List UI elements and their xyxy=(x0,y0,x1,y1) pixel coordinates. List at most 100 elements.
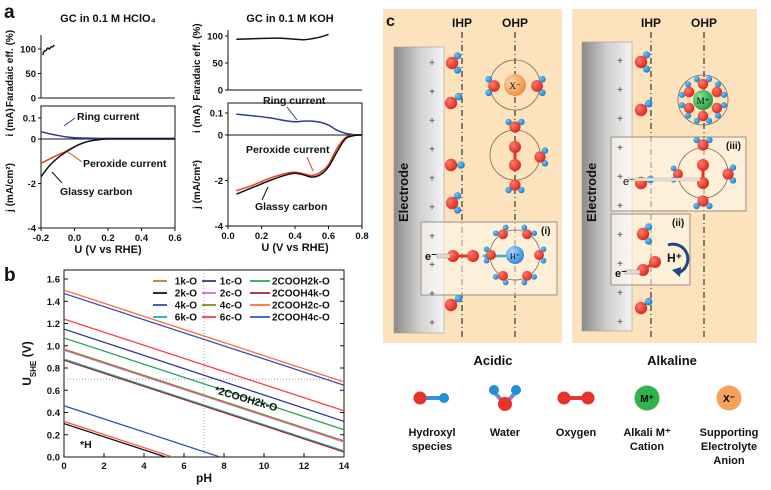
x-tick-label: 0.4 xyxy=(288,231,302,242)
oxygen-atom xyxy=(722,168,734,180)
fe-axis-label: Faradaic eff. (%) xyxy=(5,30,16,107)
oxygen-atom xyxy=(683,102,695,114)
glassy-carbon-line xyxy=(40,138,175,178)
y-tick-label: 1.6 xyxy=(47,275,60,286)
oxygen-atom xyxy=(444,158,458,172)
ring-current-line xyxy=(40,130,175,140)
plus-sign: + xyxy=(617,114,623,125)
chart-b-pourbaix: 0.0 0.2 0.4 0.6 0.8 1.0 1.2 1.4 1.6 0 2 4 6 8 10 12 14 US… xyxy=(20,269,350,485)
x-axis-label: pH xyxy=(196,471,212,485)
oxygen-atom xyxy=(467,250,479,262)
x-tick-label: 0.4 xyxy=(135,233,149,244)
plus-sign: + xyxy=(617,230,623,241)
chart-a-right-title: GC in 0.1 M KOH xyxy=(246,13,333,25)
oxygen-atom xyxy=(498,397,512,411)
faradaic-efficiency-line xyxy=(41,44,55,56)
hydrogen-atom xyxy=(685,112,692,119)
oxygen-atom xyxy=(509,121,521,133)
legend-text: Electrolyte xyxy=(701,441,757,453)
water-molecule xyxy=(492,270,509,286)
water-molecule xyxy=(678,102,695,119)
legend-text: species xyxy=(412,441,452,453)
hydrogen-atom xyxy=(502,279,509,286)
plus-sign: + xyxy=(617,288,623,299)
annotations-a-right: Ring current Peroxide current Glassy car… xyxy=(246,95,330,213)
disk-axis-label: j (mA/cm²) xyxy=(5,163,16,213)
hydrogen-atom xyxy=(729,164,737,171)
plus-sign: + xyxy=(429,116,435,127)
oxygen-atom xyxy=(444,298,458,312)
water-molecule xyxy=(505,118,525,133)
hydrogen-atom xyxy=(502,224,509,231)
box-ii-label: (ii) xyxy=(672,218,684,229)
cation-symbol: M⁺ xyxy=(697,96,710,106)
hydrogen-atom xyxy=(531,230,538,237)
hydrogen-atom xyxy=(454,92,463,101)
disk-tick-label: -4 xyxy=(215,222,224,233)
hydrogen-atom xyxy=(492,273,499,280)
ring-axis-label: i (mA) xyxy=(192,105,203,133)
plus-sign: + xyxy=(617,143,623,154)
legend-label-1k-O: 1k-O xyxy=(175,277,197,288)
water-molecule xyxy=(678,81,695,98)
peroxide-current-line xyxy=(236,134,363,192)
molecules: + + + + + + + + + + + + + + + + + + + + X⁻ H⁺ M⁺ xyxy=(429,51,737,329)
plus-sign: + xyxy=(429,174,435,185)
legend-text: Anion xyxy=(713,455,744,467)
y-tick-label: 0.6 xyxy=(47,386,60,397)
water-icon xyxy=(489,385,521,411)
series-lines xyxy=(64,289,344,457)
water-molecule xyxy=(636,223,653,245)
legend-text: Hydroxyl xyxy=(408,427,455,439)
oxygen-atom xyxy=(444,96,458,110)
plus-sign: + xyxy=(429,87,435,98)
hydrogen-atom xyxy=(720,102,728,109)
y-tick-label: 1.2 xyxy=(47,319,60,330)
box-i-label: (i) xyxy=(541,226,550,237)
series-line-2COOH4k-O xyxy=(64,359,344,453)
water-molecule xyxy=(722,164,737,184)
hydrogen-atom xyxy=(453,66,462,74)
oxygen-atom xyxy=(697,139,709,151)
hydrogen-atom xyxy=(706,136,713,144)
legend-label-2COOH4c-O: 2COOH4c-O xyxy=(272,313,330,324)
legend-label-1c-O: 1c-O xyxy=(220,277,242,288)
oxygen-atom xyxy=(683,86,695,98)
h-region-label: *H xyxy=(80,439,92,451)
water-molecule xyxy=(693,136,713,151)
plus-sign: + xyxy=(617,317,623,328)
hydrogen-atom xyxy=(538,89,546,97)
plus-sign: + xyxy=(429,289,435,300)
series-line-2COOH4c-O xyxy=(64,292,344,386)
legend-label-2COOH2k-O: 2COOH2k-O xyxy=(272,277,330,288)
y-tick-label: 0.0 xyxy=(47,453,60,464)
hydrogen-atom xyxy=(483,246,490,253)
series-line-4c-O xyxy=(64,348,344,442)
oxygen-atom xyxy=(534,151,546,163)
hydrogen-atom xyxy=(644,223,653,231)
ohp-label-acidic: OHP xyxy=(502,16,528,30)
electron-label-iii: e⁻ xyxy=(623,176,635,188)
ring-tick-label: 0 xyxy=(218,131,223,142)
oxygen-atom xyxy=(697,78,709,90)
ring-current-label-right: Ring current xyxy=(263,95,326,107)
disk-tick-label: -2 xyxy=(28,179,36,190)
hydroxyl-molecule xyxy=(634,99,653,117)
oxygen-atom xyxy=(413,391,427,405)
x-tick-label: 0.8 xyxy=(355,231,368,242)
plus-sign: + xyxy=(617,201,623,212)
hydrogen-atom xyxy=(505,186,512,194)
hydrogen-atom xyxy=(678,91,686,98)
hydrogen-atom xyxy=(541,160,549,167)
oxygen-atom xyxy=(711,86,723,98)
legend-item-oxygen: Oxygen xyxy=(556,391,596,439)
faradaic-efficiency-line xyxy=(236,33,329,41)
legend-label-2COOH4k-O: 2COOH4k-O xyxy=(272,289,330,300)
series-line-2c-O xyxy=(64,349,344,443)
plus-sign: + xyxy=(429,145,435,156)
hydrogen-atom xyxy=(644,237,653,245)
oxygen-atom xyxy=(509,179,521,191)
hydrogen-atom xyxy=(538,75,546,83)
anion-icon-symbol: X⁻ xyxy=(723,394,735,405)
